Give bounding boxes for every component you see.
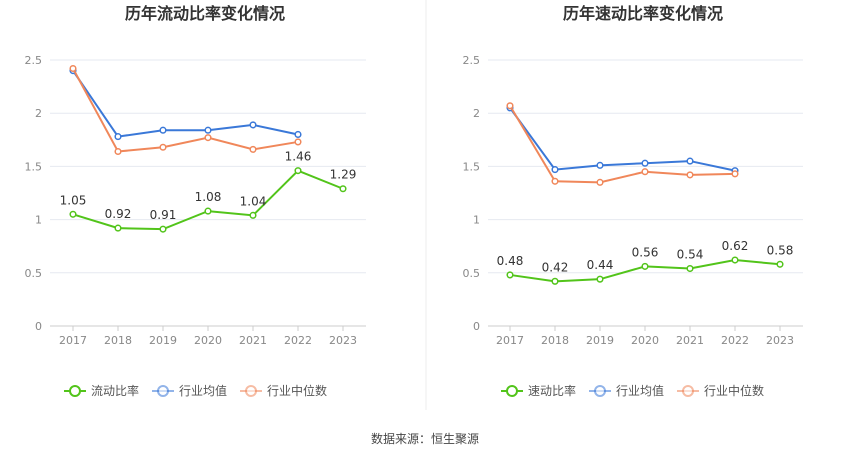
x-tick-label: 2017 [59, 334, 87, 347]
x-tick-label: 2018 [541, 334, 569, 347]
data-label: 1.29 [330, 168, 357, 182]
y-tick-label: 0.5 [25, 267, 43, 280]
x-tick-label: 2020 [631, 334, 659, 347]
data-point [776, 260, 784, 268]
data-point [249, 211, 257, 219]
data-point [114, 224, 122, 232]
x-tick-label: 2019 [149, 334, 177, 347]
legend-label: 行业均值 [179, 383, 227, 398]
x-tick-label: 2022 [721, 334, 749, 347]
legend-label: 行业中位数 [704, 383, 764, 398]
series-line [509, 107, 736, 172]
y-tick-label: 1.5 [25, 160, 43, 173]
legend-label: 速动比率 [528, 383, 576, 398]
y-tick-label: 2.5 [463, 54, 481, 67]
data-point [551, 177, 559, 185]
y-tick-label: 2 [473, 107, 480, 120]
data-point [294, 138, 302, 146]
current-ratio-chart: 历年流动比率变化情况 0 0.5 1 1.5 2 2.5 2017 2018 2019 2020 20… [25, 4, 366, 398]
data-label: 0.54 [677, 248, 704, 262]
data-label: 0.92 [105, 207, 132, 221]
data-point [506, 102, 514, 110]
chart-title: 历年速动比率变化情况 [563, 4, 723, 23]
data-point [204, 134, 212, 142]
y-tick-label: 1 [35, 214, 42, 227]
data-label: 0.48 [497, 254, 524, 268]
data-point [69, 64, 77, 73]
data-point [551, 277, 559, 285]
legend-swatch-marker [245, 385, 257, 397]
data-point [204, 126, 212, 134]
data-label: 0.56 [632, 245, 659, 259]
data-point [731, 170, 739, 178]
y-tick-label: 0 [35, 320, 42, 333]
data-point [69, 210, 77, 218]
data-label: 0.58 [767, 243, 794, 257]
x-tick-label: 2018 [104, 334, 132, 347]
x-tick-label: 2021 [676, 334, 704, 347]
x-tick-label: 2023 [766, 334, 794, 347]
x-tick-label: 2023 [329, 334, 357, 347]
data-point [596, 275, 604, 283]
data-point [596, 178, 604, 186]
legend-label: 流动比率 [91, 383, 139, 398]
data-point [686, 264, 694, 273]
legend-swatch-marker [682, 385, 694, 397]
data-point [294, 130, 302, 139]
data-label: 0.42 [542, 260, 569, 274]
data-point [641, 262, 649, 270]
legend-label: 行业均值 [616, 383, 664, 398]
data-label: 1.05 [60, 193, 87, 207]
chart-title: 历年流动比率变化情况 [125, 4, 285, 23]
legend-swatch-marker [69, 385, 81, 397]
data-point [159, 126, 167, 134]
series-line [509, 105, 736, 184]
x-tick-label: 2020 [194, 334, 222, 347]
x-tick-label: 2017 [496, 334, 524, 347]
legend-label: 行业中位数 [267, 383, 327, 398]
data-point [641, 159, 649, 167]
data-point [114, 133, 122, 141]
series-line [72, 70, 299, 138]
legend-swatch-marker [157, 385, 169, 397]
data-point [596, 161, 604, 169]
data-point [294, 167, 302, 175]
data-label: 0.91 [150, 208, 177, 222]
data-point [204, 207, 212, 215]
data-label: 1.08 [195, 190, 222, 204]
y-tick-label: 2.5 [25, 54, 43, 67]
data-point [249, 121, 257, 129]
data-point [249, 145, 257, 153]
data-label: 0.44 [587, 258, 614, 272]
legend-swatch-marker [506, 385, 518, 397]
series-line [72, 68, 299, 153]
data-point [114, 147, 122, 156]
x-tick-label: 2022 [284, 334, 312, 347]
data-source-note: 数据来源：恒生聚源 [371, 431, 479, 446]
y-tick-label: 0 [473, 320, 480, 333]
data-point [159, 225, 167, 233]
data-label: 0.62 [722, 239, 749, 253]
y-tick-label: 0.5 [463, 267, 481, 280]
legend-swatch-marker [594, 385, 606, 397]
y-tick-label: 1.5 [463, 160, 481, 173]
data-point [686, 157, 694, 165]
quick-ratio-chart: 历年速动比率变化情况 0 0.5 1 1.5 2 2.5 2017 2018 2019 2020 20… [463, 4, 803, 398]
x-tick-label: 2021 [239, 334, 267, 347]
data-point [686, 171, 694, 179]
x-tick-label: 2019 [586, 334, 614, 347]
data-point [506, 271, 514, 279]
data-label: 1.04 [240, 194, 267, 208]
data-point [731, 256, 739, 264]
y-tick-label: 1 [473, 214, 480, 227]
data-point [159, 143, 167, 151]
data-label: 1.46 [285, 150, 312, 164]
y-tick-label: 2 [35, 107, 42, 120]
data-point [551, 166, 559, 174]
data-point [339, 185, 347, 193]
data-point [641, 168, 649, 176]
